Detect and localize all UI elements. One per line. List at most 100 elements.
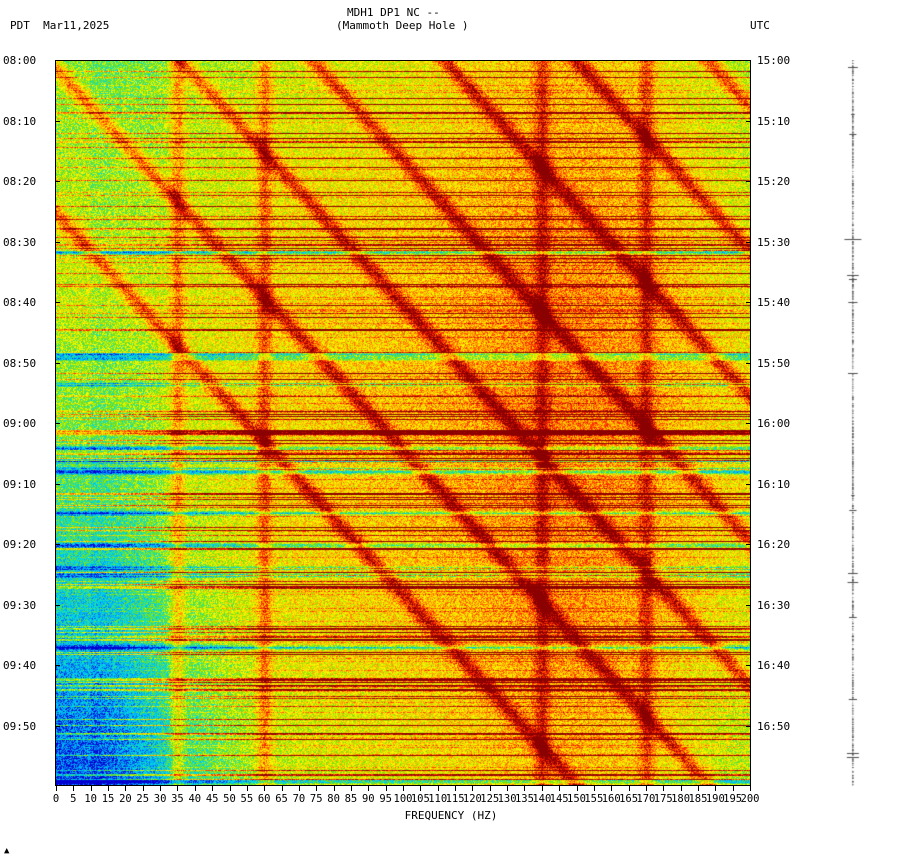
x-tick-label: 140 [532,793,552,805]
x-tick-label: 195 [723,793,743,805]
x-tick [212,786,214,791]
x-tick [437,786,439,791]
x-tick-label: 150 [567,793,586,805]
y-label-utc: 16:50 [757,719,791,733]
y-tick [55,725,60,727]
x-tick-label: 50 [223,793,236,805]
x-tick [680,786,682,791]
x-tick [194,786,196,791]
x-tick [177,786,179,791]
y-tick [746,302,751,303]
y-tick [55,665,60,666]
y-tick [55,60,60,61]
y-label-utc: 16:00 [757,417,791,430]
x-tick [559,786,561,791]
y-label-utc: 15:20 [757,175,791,188]
x-tick [489,786,491,791]
station-title: MDH1 DP1 NC -- [347,6,440,19]
y-label-local: 09:00 [3,417,37,430]
spectrogram-canvas [56,61,750,785]
y-label-utc: 16:10 [757,477,791,491]
x-tick-label: 175 [653,793,673,805]
x-tick-label: 40 [188,793,202,805]
y-tick [746,241,751,243]
x-tick [732,786,734,791]
x-tick-label: 100 [393,793,413,805]
x-tick-label: 160 [601,793,621,805]
x-tick-label: 115 [445,793,465,805]
station-subtitle: (Mammoth Deep Hole ) [336,19,469,32]
x-tick-label: 185 [688,793,708,805]
y-tick [55,423,60,424]
x-tick [246,786,248,791]
x-tick [385,786,387,791]
x-tick [697,786,699,791]
amplitude-trace-panel [825,60,887,786]
y-tick [55,181,60,182]
y-label-local: 08:30 [3,235,37,249]
x-tick-label: 15 [101,793,115,805]
x-tick [750,786,751,791]
x-axis-tick-labels: 0 5 10 15 20 25 30 35 40 45 50 55 60 65 70 75 80 85 90 95 10… [0,793,902,807]
x-tick-label: 10 [84,793,98,805]
x-tick [90,786,92,791]
x-tick-label: 145 [549,793,569,805]
x-tick-label: 45 [205,793,219,805]
y-label-local: 09:20 [3,538,37,551]
y-tick [746,483,751,485]
y-tick [746,604,751,606]
x-tick [125,786,127,791]
y-tick [746,423,751,424]
y-tick [55,483,60,485]
x-tick-label: 105 [410,793,430,805]
x-tick-label: 55 [240,793,254,805]
x-tick-label: 5 [70,793,77,805]
x-tick-label: 200 [740,793,760,805]
x-tick-label: 135 [514,793,534,805]
x-tick-label: 190 [705,793,725,805]
x-tick [576,786,578,791]
x-tick [715,786,717,791]
x-tick-label: 70 [292,793,306,805]
utc-timezone-label: UTC [750,19,770,32]
y-tick [746,120,751,122]
x-axis-title: FREQUENCY (HZ) [404,809,498,822]
y-tick [55,302,60,303]
x-tick [507,786,509,791]
corner-mark: ▲ [4,846,10,856]
x-tick [645,786,647,791]
x-tick-label: 95 [379,793,392,805]
x-tick [524,786,526,791]
x-tick [316,786,318,791]
x-tick-label: 130 [497,793,517,805]
y-tick [746,544,751,545]
y-label-utc: 16:30 [757,598,791,612]
x-tick [333,786,335,791]
y-tick [55,544,60,545]
x-tick [350,786,352,791]
x-tick-label: 90 [361,793,375,805]
x-tick-label: 85 [344,793,358,805]
x-tick-label: 110 [428,793,448,805]
y-label-local: 08:50 [3,356,37,370]
y-tick [55,241,60,243]
spectrogram-plot[interactable] [55,60,751,786]
x-tick [298,786,300,791]
x-tick-label: 35 [171,793,184,805]
x-tick [628,786,630,791]
x-tick-label: 125 [480,793,500,805]
y-label-utc: 15:50 [757,356,791,370]
y-label-local: 08:20 [3,175,37,188]
x-tick [472,786,474,791]
y-tick [746,362,751,364]
x-tick [541,786,543,791]
y-label-local: 08:10 [3,114,37,128]
y-label-utc: 16:40 [757,659,791,672]
y-label-local: 09:50 [3,719,37,733]
x-tick [142,786,144,791]
x-tick-label: 60 [257,793,271,805]
x-tick-label: 65 [275,793,288,805]
y-label-utc: 15:40 [757,296,791,309]
y-label-local: 09:40 [3,659,37,672]
